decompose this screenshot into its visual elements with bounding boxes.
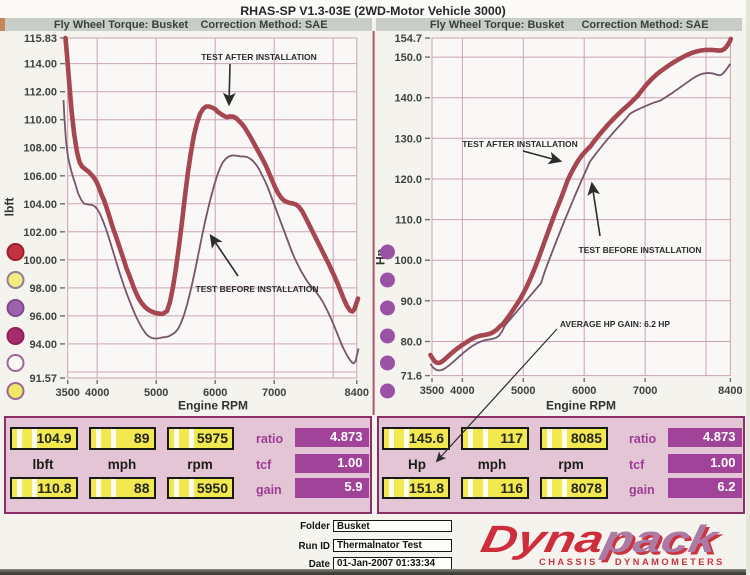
svg-text:150.0: 150.0	[394, 52, 422, 64]
svg-text:3500: 3500	[55, 387, 79, 399]
svg-text:5000: 5000	[144, 387, 168, 399]
svg-text:4000: 4000	[85, 387, 109, 399]
svg-text:106.00: 106.00	[23, 171, 57, 183]
svg-text:94.00: 94.00	[29, 339, 57, 351]
svg-text:108.00: 108.00	[23, 143, 57, 155]
svg-text:112.00: 112.00	[24, 87, 57, 99]
svg-text:98.00: 98.00	[29, 283, 57, 295]
svg-text:100.0: 100.0	[394, 255, 422, 267]
svg-text:4000: 4000	[450, 385, 474, 397]
svg-text:8400: 8400	[718, 385, 742, 397]
svg-text:96.00: 96.00	[29, 311, 57, 323]
svg-text:120.0: 120.0	[394, 174, 422, 186]
svg-text:154.7: 154.7	[394, 33, 422, 45]
svg-text:5000: 5000	[511, 385, 535, 397]
svg-text:100.00: 100.00	[23, 255, 57, 267]
svg-text:115.83: 115.83	[24, 33, 57, 45]
svg-text:TEST AFTER INSTALLATION: TEST AFTER INSTALLATION	[462, 139, 578, 149]
svg-text:Hp: Hp	[374, 249, 388, 265]
svg-text:91.57: 91.57	[29, 373, 57, 385]
svg-text:7000: 7000	[633, 385, 657, 397]
svg-text:AVERAGE HP GAIN: 6.2 HP: AVERAGE HP GAIN: 6.2 HP	[560, 319, 671, 329]
svg-text:8400: 8400	[345, 387, 369, 399]
svg-text:110.0: 110.0	[395, 215, 422, 227]
svg-text:80.0: 80.0	[401, 337, 422, 349]
svg-text:TEST AFTER INSTALLATION: TEST AFTER INSTALLATION	[201, 52, 317, 62]
svg-text:TEST BEFORE INSTALLATION: TEST BEFORE INSTALLATION	[196, 284, 319, 294]
svg-text:102.00: 102.00	[23, 227, 57, 239]
svg-text:71.6: 71.6	[401, 371, 422, 383]
svg-text:6000: 6000	[203, 387, 227, 399]
svg-text:130.0: 130.0	[394, 133, 422, 145]
svg-text:104.00: 104.00	[23, 199, 57, 211]
svg-text:114.00: 114.00	[24, 59, 57, 71]
svg-text:lbft: lbft	[3, 198, 17, 217]
svg-text:6000: 6000	[572, 385, 596, 397]
svg-text:90.0: 90.0	[401, 296, 422, 308]
svg-text:140.0: 140.0	[394, 93, 422, 105]
svg-text:110.00: 110.00	[24, 115, 57, 127]
svg-text:Engine RPM: Engine RPM	[178, 399, 248, 413]
svg-text:7000: 7000	[262, 387, 286, 399]
svg-text:3500: 3500	[420, 385, 444, 397]
svg-text:Engine RPM: Engine RPM	[546, 399, 616, 413]
svg-text:TEST BEFORE INSTALLATION: TEST BEFORE INSTALLATION	[579, 245, 702, 255]
